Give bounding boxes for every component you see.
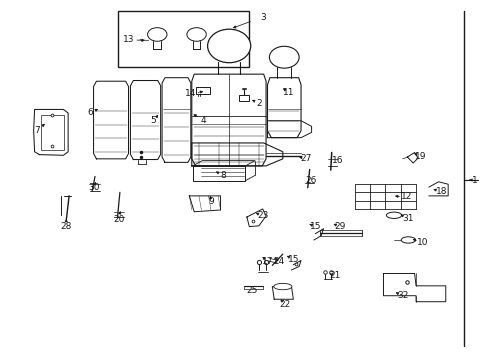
Bar	[192, 166, 245, 181]
Text: 18: 18	[435, 187, 447, 196]
Text: 17: 17	[261, 257, 273, 266]
Text: 5: 5	[150, 116, 156, 125]
Text: 2: 2	[256, 99, 261, 108]
Text: 28: 28	[61, 222, 72, 231]
Text: 15: 15	[309, 222, 321, 231]
Text: 24: 24	[273, 257, 284, 266]
Bar	[117, 11, 249, 67]
Text: 10: 10	[416, 238, 427, 247]
Text: 6: 6	[87, 108, 93, 117]
Text: 11: 11	[282, 88, 294, 97]
Text: 20: 20	[113, 215, 124, 224]
Text: 16: 16	[331, 156, 343, 165]
Ellipse shape	[269, 46, 299, 68]
Text: 22: 22	[279, 300, 290, 309]
Text: 3: 3	[259, 13, 265, 22]
Ellipse shape	[400, 237, 415, 243]
Ellipse shape	[273, 283, 291, 290]
Bar	[195, 87, 209, 94]
Text: 31: 31	[402, 213, 413, 222]
Text: 1: 1	[471, 176, 476, 185]
Ellipse shape	[386, 212, 401, 219]
Text: 13: 13	[122, 35, 134, 44]
Text: 26: 26	[305, 176, 316, 185]
Text: 15: 15	[287, 255, 299, 264]
Text: 7: 7	[35, 126, 41, 135]
Ellipse shape	[207, 29, 250, 63]
Ellipse shape	[147, 28, 166, 41]
Text: 27: 27	[300, 154, 311, 163]
Text: 8: 8	[220, 171, 225, 180]
Bar	[238, 95, 249, 101]
Text: 23: 23	[257, 211, 268, 220]
Text: 9: 9	[208, 197, 213, 206]
Text: 19: 19	[414, 152, 426, 161]
Text: 14: 14	[185, 89, 196, 98]
Bar	[41, 115, 64, 150]
Ellipse shape	[186, 28, 206, 41]
Text: 4: 4	[201, 116, 206, 125]
Text: 29: 29	[334, 222, 346, 231]
Text: 12: 12	[400, 193, 411, 202]
Text: 32: 32	[396, 291, 407, 300]
Text: 25: 25	[245, 285, 257, 294]
Text: 30: 30	[88, 183, 99, 192]
Text: 21: 21	[328, 271, 340, 280]
